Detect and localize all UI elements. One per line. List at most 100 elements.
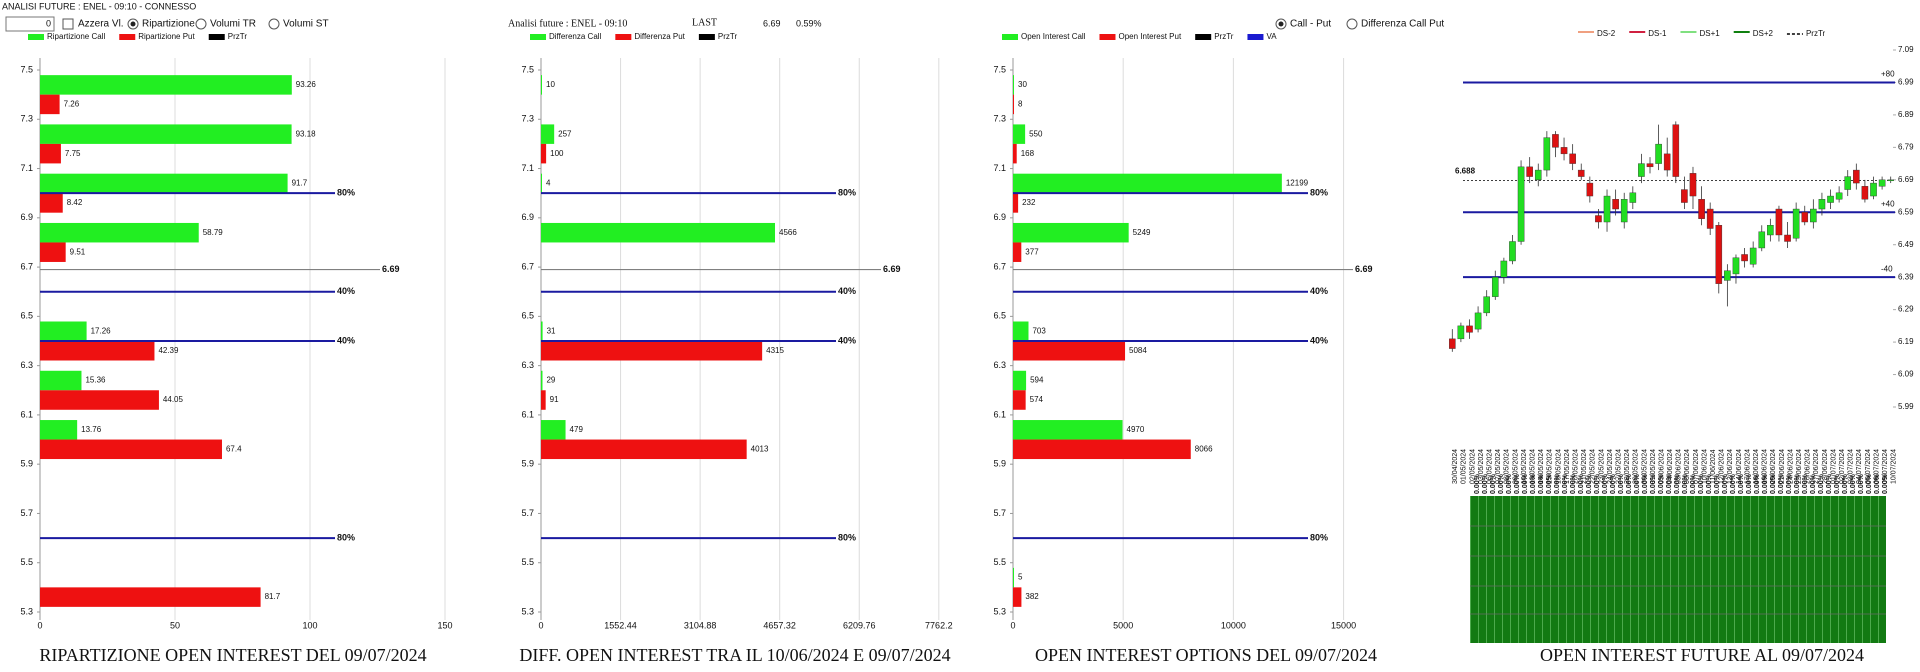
candle-body — [1801, 212, 1809, 223]
x-tick-label: 13/05/2024 — [1530, 449, 1537, 484]
candle-body — [1569, 153, 1576, 164]
x-tick-label: 24/05/2024 — [1607, 449, 1614, 484]
bar — [40, 439, 222, 460]
candle-body — [1810, 208, 1817, 223]
x-tick-label: 50 — [170, 620, 180, 630]
y-tick-label: 5.7 — [993, 508, 1006, 518]
radio-label: Call - Put — [1290, 19, 1331, 30]
reference-label: 80% — [838, 188, 856, 198]
candle-body — [1715, 225, 1723, 284]
x-tick-label: 10/05/2024 — [1521, 449, 1528, 484]
legend-swatch — [1578, 31, 1594, 33]
legend-label: DS-2 — [1597, 29, 1616, 38]
legend-label: Ripartizione Put — [138, 32, 195, 41]
chart-title: OPEN INTEREST FUTURE AL 09/07/2024 — [1540, 645, 1864, 665]
candle-body — [1767, 225, 1774, 236]
legend-swatch — [1629, 31, 1646, 33]
x-tick-label: 24/06/2024 — [1787, 449, 1794, 484]
bar-label: 42.39 — [158, 346, 179, 355]
y-tick-label: 7.5 — [20, 64, 33, 74]
bar-label: 0.00% — [1738, 473, 1745, 494]
x-tick-label: 27/06/2024 — [1813, 449, 1820, 484]
bar-label: 0.00% — [1498, 473, 1505, 494]
bar — [541, 143, 547, 164]
x-tick-label: 05/06/2024 — [1676, 449, 1683, 484]
bar-label: 0.00% — [1698, 473, 1705, 494]
bar-label: 594 — [1030, 376, 1044, 385]
candle-body — [1818, 199, 1826, 210]
y-tick-label: 5.7 — [20, 508, 33, 518]
candle-body — [1827, 195, 1834, 203]
bar-label: 0.00% — [1874, 473, 1881, 494]
app-title: ANALISI FUTURE : ENEL - 09:10 - CONNESSO — [2, 1, 196, 11]
radio[interactable] — [1346, 18, 1358, 30]
x-tick-label: 12/06/2024 — [1719, 449, 1726, 484]
last-change: 0.59% — [796, 18, 822, 28]
bar-label: 0.00% — [1794, 473, 1801, 494]
x-tick-label: 4657.32 — [763, 620, 796, 630]
bar-label: 168 — [1021, 149, 1035, 158]
y-tick-label: 6.9 — [521, 212, 534, 222]
candle-body — [1483, 296, 1490, 314]
candle-body — [1543, 137, 1551, 171]
bar-label: 0.00% — [1570, 473, 1577, 494]
reference-label: 80% — [337, 532, 355, 542]
x-tick-label: 3104.88 — [684, 620, 717, 630]
bar — [541, 439, 747, 460]
bar-label: 0.00% — [1746, 473, 1753, 494]
reference-label: 80% — [337, 188, 355, 198]
bar-label: 91 — [550, 395, 559, 404]
bar-label: 0.00% — [1818, 473, 1825, 494]
x-tick-label: 17/05/2024 — [1564, 449, 1571, 484]
x-tick-label: 01/05/2024 — [1461, 449, 1468, 484]
bar-label: 7.75 — [65, 149, 81, 158]
legend-label: DS-1 — [1648, 29, 1667, 38]
y-tick-label: 7.09 — [1898, 45, 1914, 54]
radio[interactable] — [268, 18, 280, 30]
chart-title: DIFF. OPEN INTEREST TRA IL 10/06/2024 E … — [519, 645, 950, 665]
bar — [40, 124, 292, 144]
bar-label: 30 — [1018, 80, 1027, 89]
reference-label: 80% — [1310, 532, 1328, 542]
bar — [40, 143, 61, 164]
bar-label: 0.00% — [1490, 473, 1497, 494]
bar — [1013, 143, 1017, 164]
bar-label: 0.00% — [1882, 473, 1889, 494]
candle-body — [1491, 276, 1499, 297]
candle-body — [1457, 325, 1465, 340]
bar-label: 0.00% — [1562, 473, 1569, 494]
x-tick-label: 150 — [437, 620, 452, 630]
y-tick-label: 6.89 — [1898, 110, 1914, 119]
y-tick-label: 5.3 — [993, 606, 1006, 616]
x-tick-label: 0 — [538, 620, 543, 630]
candle-body — [1732, 257, 1740, 275]
checkbox[interactable] — [62, 18, 74, 30]
bar-label: 8.42 — [67, 198, 83, 207]
bar-label: 0.00% — [1706, 473, 1713, 494]
y-tick-label: 7.3 — [521, 114, 534, 124]
candle-body — [1595, 215, 1602, 223]
radio[interactable] — [195, 18, 207, 30]
bar-label: 0.00% — [1530, 473, 1537, 494]
x-tick-label: 10/07/2024 — [1891, 449, 1898, 484]
number-input-value: 0 — [46, 18, 51, 28]
bar-label: 29 — [546, 376, 555, 385]
x-tick-label: 11/06/2024 — [1710, 449, 1717, 484]
bar — [1013, 321, 1029, 341]
y-tick-label: 6.9 — [20, 212, 33, 222]
bar — [541, 420, 566, 440]
reference-label: 40% — [1310, 335, 1328, 345]
legend-swatch — [208, 34, 225, 40]
reference-label: 6.69 — [1355, 264, 1373, 274]
x-tick-label: 16/05/2024 — [1555, 449, 1562, 484]
bar — [1013, 390, 1026, 410]
number-input[interactable] — [5, 16, 55, 32]
bar — [1013, 341, 1126, 361]
bar — [40, 222, 199, 243]
reference-label: -40 — [1881, 264, 1893, 273]
bar — [541, 370, 543, 391]
y-tick-label: 6.7 — [20, 261, 33, 271]
x-tick-label: 03/06/2024 — [1658, 449, 1665, 484]
reference-label: +40 — [1881, 199, 1895, 208]
y-tick-label: 5.3 — [20, 606, 33, 616]
